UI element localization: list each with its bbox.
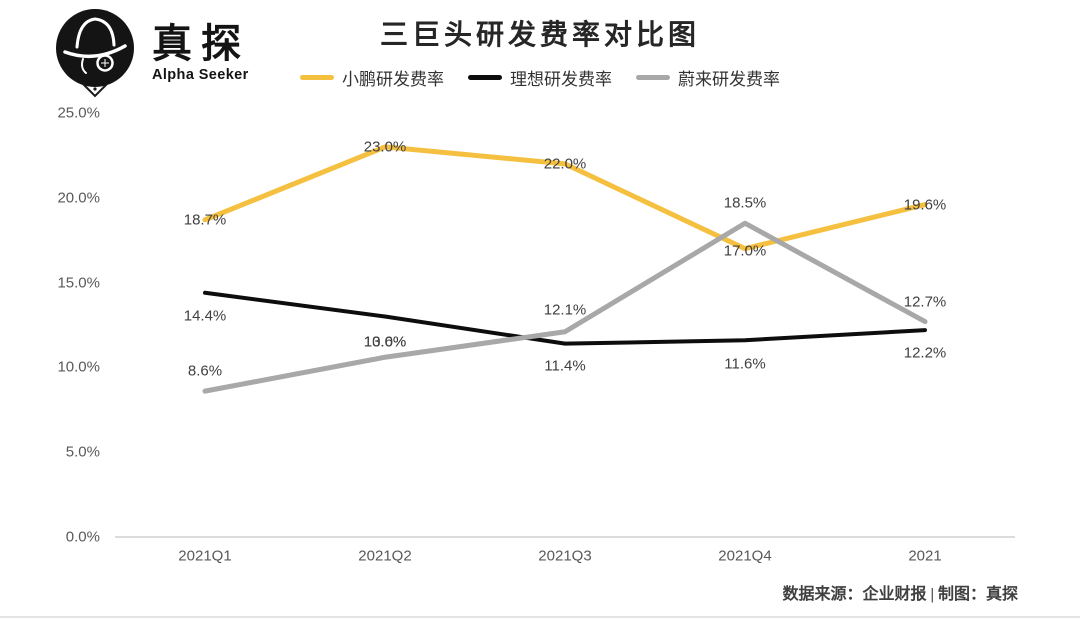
- brand-logo: 真探 Alpha Seeker: [52, 6, 250, 98]
- x-axis-line: [115, 536, 1015, 538]
- y-axis-tick-label: 20.0%: [57, 189, 100, 207]
- data-label-nio: 8.6%: [187, 362, 223, 380]
- legend-swatch-nio: [636, 75, 670, 80]
- legend-swatch-xpeng: [300, 75, 334, 80]
- y-axis-tick-label: 25.0%: [57, 104, 100, 122]
- x-axis-tick-label: 2021Q1: [178, 547, 232, 565]
- data-label-xpeng: 18.7%: [183, 211, 227, 229]
- data-label-xpeng: 17.0%: [723, 242, 767, 260]
- series-line-li: [203, 290, 927, 346]
- data-label-nio: 10.6%: [363, 333, 407, 351]
- data-label-li: 13.0%: [363, 333, 407, 351]
- legend-item-li: 理想研发费率: [468, 65, 612, 90]
- data-label-xpeng: 22.0%: [543, 155, 587, 173]
- brand-text-block: 真探 Alpha Seeker: [152, 22, 250, 83]
- data-label-li: 11.6%: [724, 355, 766, 373]
- series-line-xpeng: [202, 144, 928, 252]
- legend-item-xpeng: 小鹏研发费率: [300, 65, 444, 90]
- data-label-li: 12.2%: [903, 344, 947, 362]
- x-axis-tick-label: 2021Q3: [538, 547, 592, 565]
- legend-label-xpeng: 小鹏研发费率: [342, 70, 444, 89]
- y-axis-tick-label: 0.0%: [65, 528, 100, 546]
- chart-title: 三巨头研发费率对比图: [379, 20, 700, 51]
- data-label-nio: 18.5%: [723, 194, 767, 212]
- brand-name: 真探: [152, 21, 250, 66]
- legend: 小鹏研发费率 理想研发费率 蔚来研发费率: [0, 65, 1080, 90]
- data-label-xpeng: 23.0%: [363, 138, 407, 156]
- x-axis-tick-label: 2021: [908, 547, 942, 565]
- legend-item-nio: 蔚来研发费率: [636, 65, 780, 90]
- data-label-nio: 12.7%: [903, 293, 947, 311]
- y-axis-tick-label: 15.0%: [57, 274, 100, 292]
- source-note: 数据来源：企业财报 | 制图：真探: [782, 586, 1018, 603]
- y-axis-tick-label: 5.0%: [65, 443, 100, 461]
- data-label-li: 14.4%: [183, 307, 227, 325]
- data-label-li: 11.4%: [544, 357, 586, 375]
- series-line-nio: [202, 220, 928, 394]
- bottom-divider: [0, 616, 1080, 618]
- legend-label-nio: 蔚来研发费率: [678, 70, 780, 89]
- y-axis-tick-label: 10.0%: [57, 358, 100, 376]
- x-axis-tick-label: 2021Q4: [718, 547, 772, 565]
- x-axis-tick-label: 2021Q2: [358, 547, 412, 565]
- data-label-nio: 12.1%: [543, 301, 587, 319]
- data-label-xpeng: 19.6%: [903, 196, 947, 214]
- detective-icon: [56, 9, 134, 98]
- legend-swatch-li: [468, 75, 502, 80]
- brand-subtitle: Alpha Seeker: [152, 66, 249, 83]
- legend-label-li: 理想研发费率: [510, 70, 612, 89]
